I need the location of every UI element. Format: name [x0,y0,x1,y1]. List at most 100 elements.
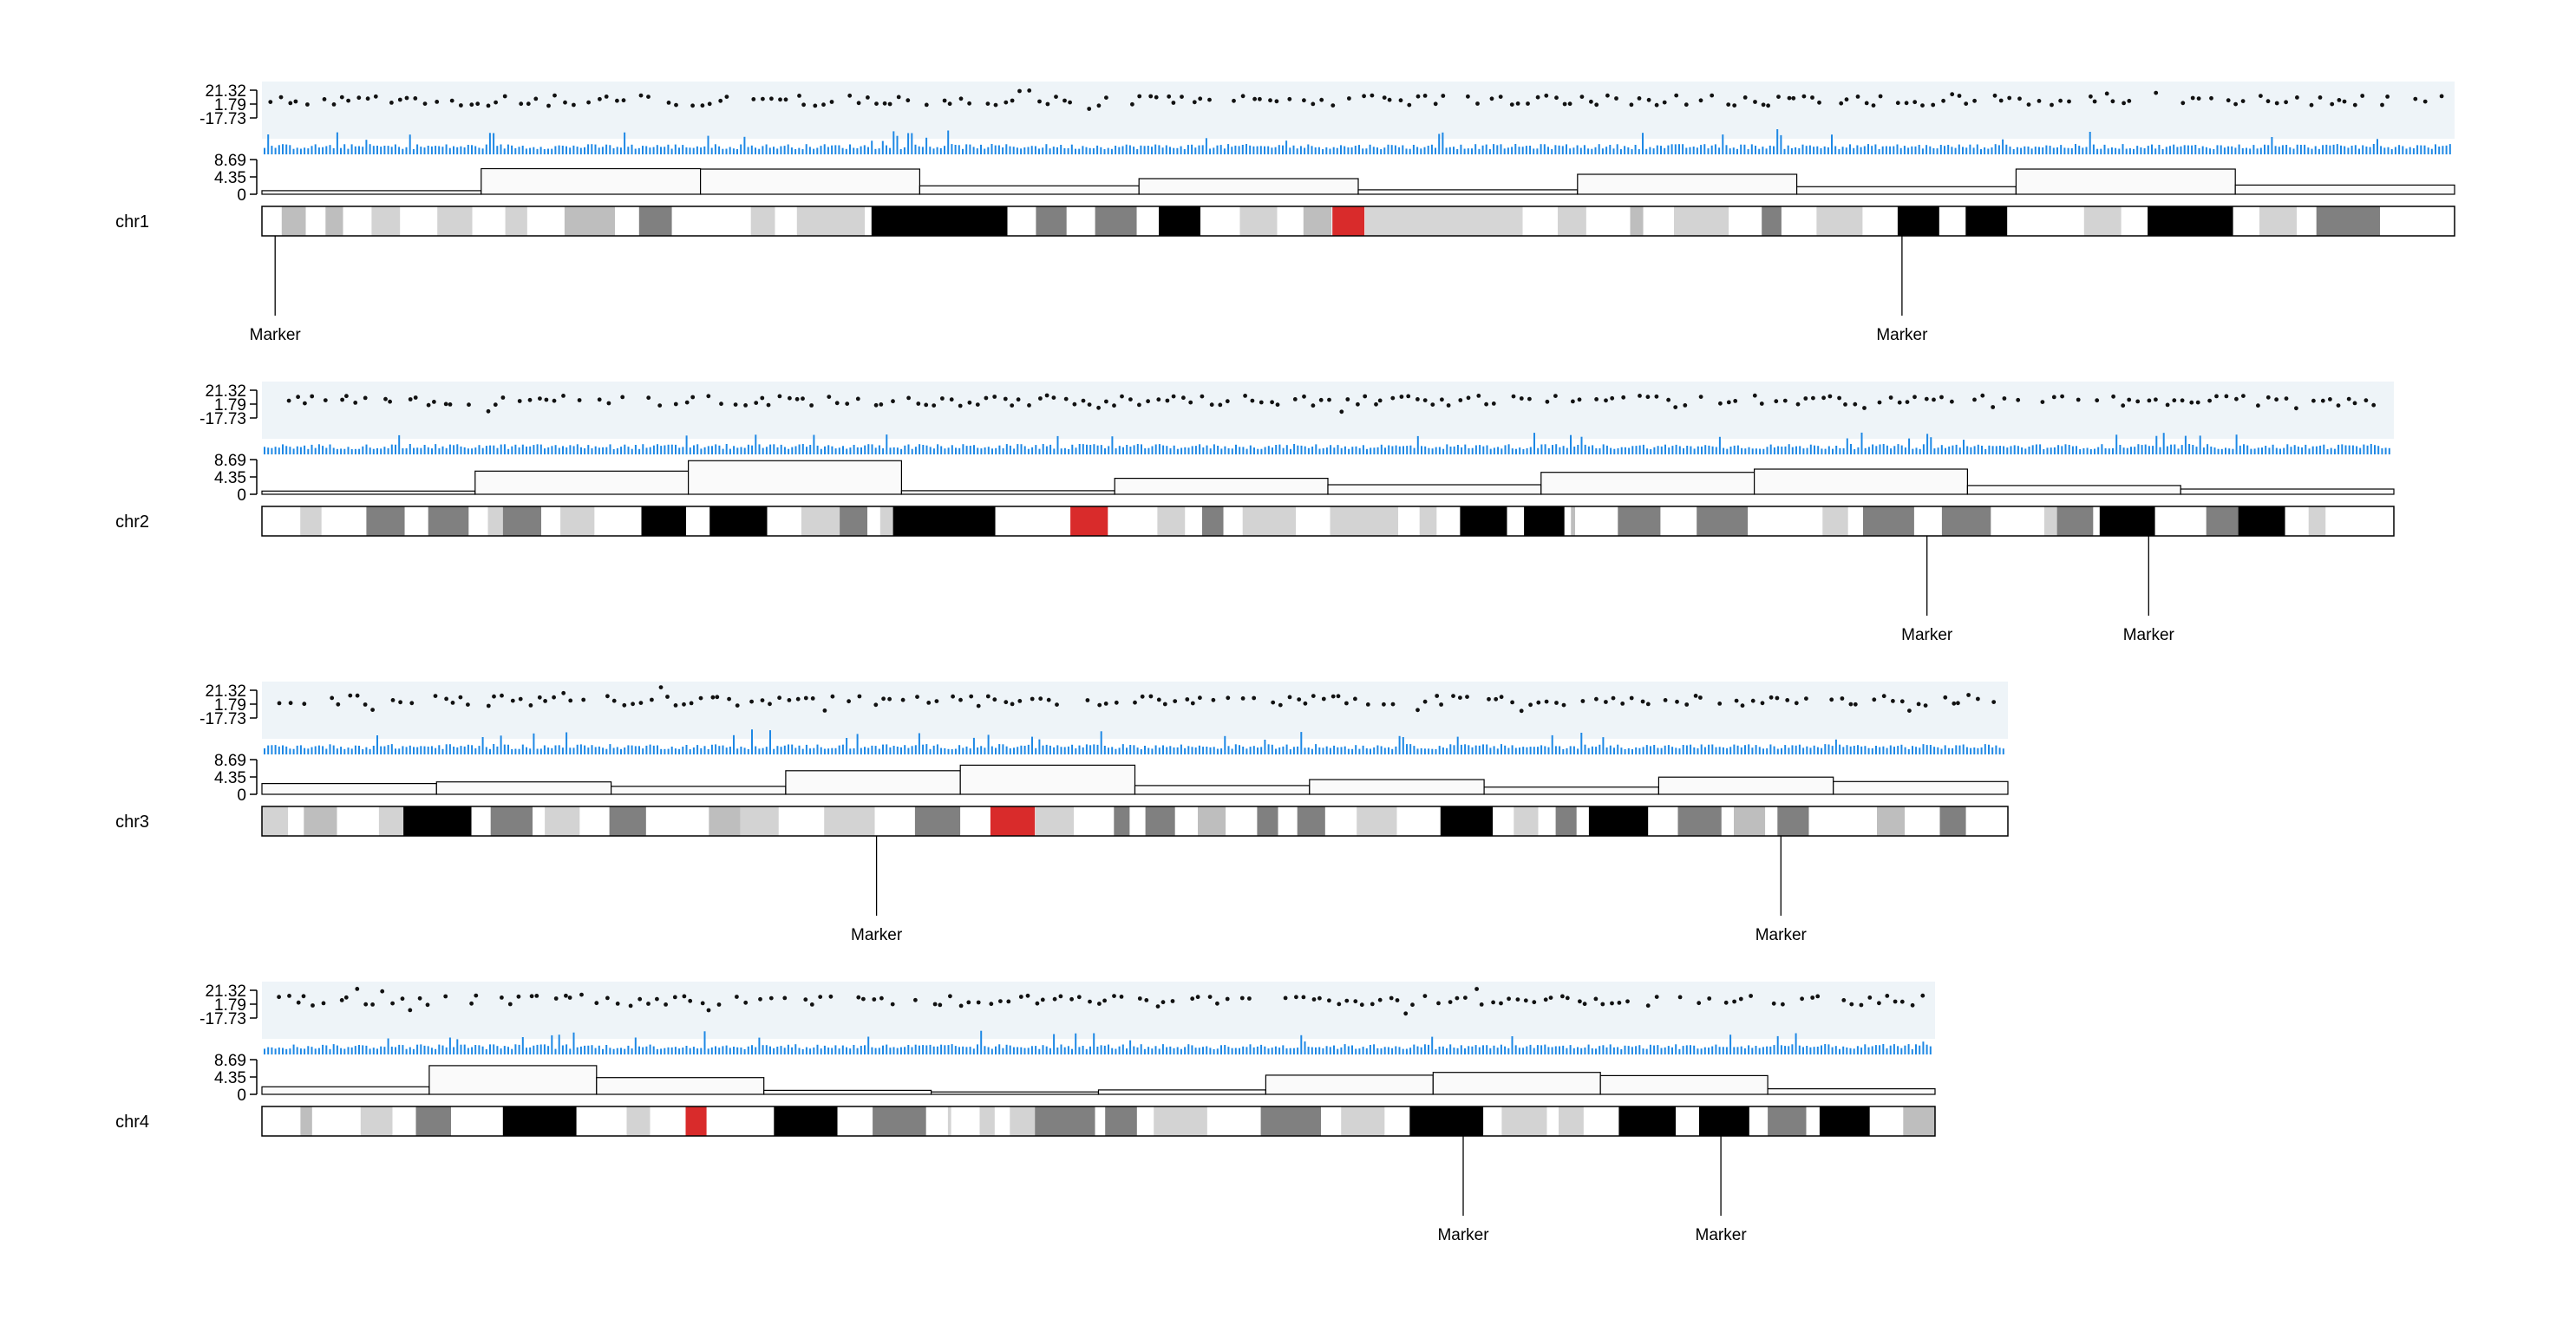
data-point [1192,100,1197,105]
signal-bar [441,446,444,454]
cytoband [1010,1106,1036,1136]
signal-bar [972,737,975,754]
signal-bar [478,746,481,754]
signal-bar [1445,147,1448,154]
signal-bar [1631,446,1634,454]
signal-bar [533,733,535,754]
signal-bar [1133,445,1135,454]
data-point [801,102,806,108]
signal-bar [616,147,618,154]
signal-bar [2330,447,2332,454]
signal-bar [656,145,658,154]
cytoband [638,206,672,236]
signal-bar [1690,446,1692,454]
signal-bar [1741,447,1743,454]
data-point [1463,995,1468,1000]
hist-tick-label: 0 [237,486,246,505]
signal-bar [664,147,666,154]
signal-bar [576,444,579,454]
signal-bar [685,435,688,454]
data-point [985,694,991,699]
signal-bar [2398,145,2401,154]
signal-bar [2003,446,2005,454]
signal-bar [1166,747,1168,754]
signal-bar [860,747,862,754]
signal-bar [1344,446,1346,454]
signal-bar [402,148,404,154]
data-point [666,101,671,105]
signal-bar [2314,146,2317,154]
cytoband [709,506,768,536]
signal-bar [1514,1045,1517,1054]
data-point [1536,700,1541,705]
data-point [1170,999,1175,1003]
signal-bar [1365,748,1368,754]
signal-bar [2068,445,2070,454]
hist-bin [1483,787,1659,795]
signal-bar [2213,148,2215,154]
signal-bar [1562,1045,1565,1054]
signal-bar [1777,446,1780,454]
cytoband [415,1106,451,1136]
signal-bar [1289,1048,1291,1054]
signal-bar [1889,1045,1892,1054]
signal-bar [2174,444,2176,454]
signal-bar [1311,748,1313,754]
signal-bar [1874,144,1877,154]
data-point [1939,395,1944,400]
signal-bar [2155,435,2158,454]
signal-bar [1628,447,1631,454]
signal-bar [1748,744,1750,754]
signal-bar [481,447,484,454]
cytoband [1202,506,1224,536]
data-point [1544,93,1549,98]
signal-bar [1543,144,1546,154]
signal-bar [620,447,623,454]
data-point [2265,395,2271,400]
signal-bar [1231,448,1233,454]
signal-bar [1867,1047,1870,1054]
signal-bar [914,745,917,754]
signal-bar [539,444,542,454]
data-point [1270,400,1274,405]
signal-bar [292,148,295,154]
signal-bar [1485,144,1487,154]
signal-bar [1554,1046,1557,1054]
signal-bar [1108,1044,1109,1054]
signal-bar [1915,1044,1917,1054]
signal-bar [940,446,943,454]
data-point [827,395,832,399]
data-point [1207,97,1212,102]
signal-bar [1322,447,1324,454]
cytoband [533,806,546,836]
signal-bar [1769,145,1771,154]
data-point [1771,1001,1776,1006]
signal-bar [307,748,310,754]
signal-bar [1358,1048,1361,1054]
signal-bar [1954,147,1957,154]
signal-bar [1766,748,1769,754]
signal-bar [481,737,484,754]
data-point [727,696,731,702]
signal-bar [1816,747,1819,754]
cytoband [311,1106,361,1136]
signal-bar [1063,147,1066,154]
signal-bar [387,448,389,454]
data-point [1548,995,1553,1000]
signal-bar [1617,448,1619,454]
cytoband [709,806,741,836]
signal-bar [579,147,582,154]
signal-bar [1817,446,1820,454]
signal-bar [944,146,945,154]
signal-bar [1733,445,1736,454]
data-point [1752,393,1757,398]
data-point [1980,393,1985,398]
signal-bar [1838,148,1840,154]
signal-bar [882,744,884,754]
signal-bar [1969,144,1971,154]
signal-bar [369,748,371,754]
data-point [1017,88,1022,94]
signal-bar [1930,437,1932,454]
signal-bar [1686,446,1689,454]
data-point [1605,93,1610,98]
